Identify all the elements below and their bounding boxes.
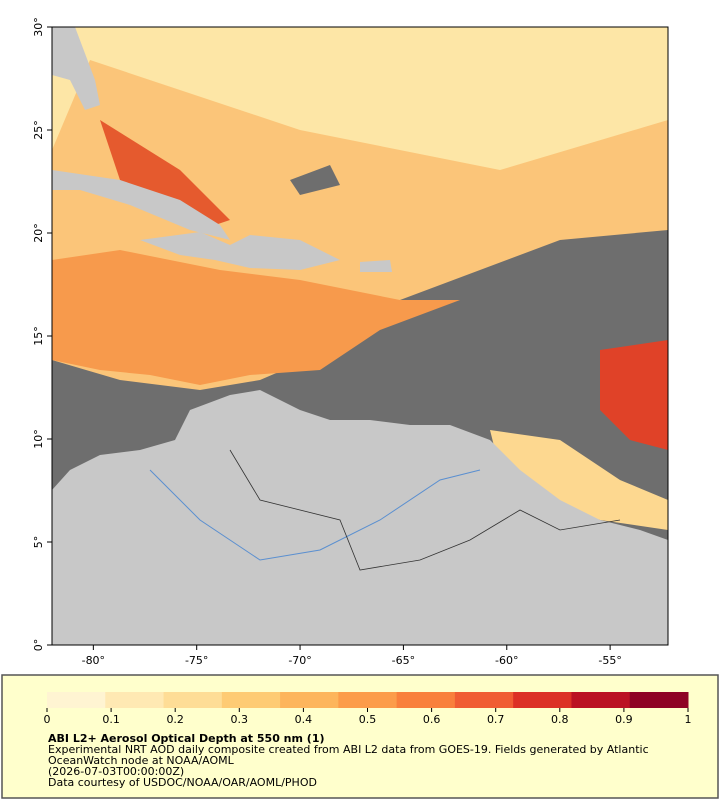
colorbar-tick-label: 0.9 xyxy=(615,713,633,726)
colorbar-segment xyxy=(47,692,106,708)
map-image xyxy=(52,27,668,645)
colorbar-tick-label: 0.1 xyxy=(102,713,120,726)
colorbar-segment xyxy=(338,692,398,708)
y-tick-label: 25° xyxy=(32,120,45,140)
colorbar-segment xyxy=(454,692,514,708)
x-tick-label: -65° xyxy=(392,654,415,667)
colorbar-tick-label: 0.4 xyxy=(295,713,313,726)
colorbar-segment xyxy=(571,692,631,708)
colorbar-segment xyxy=(629,692,689,708)
y-tick-label: 10° xyxy=(32,429,45,449)
x-tick-label: -80° xyxy=(82,654,105,667)
colorbar-segment xyxy=(396,692,456,708)
caption-line: Data courtesy of USDOC/NOAA/OAR/AOML/PHO… xyxy=(48,776,317,789)
caption-title: ABI L2+ Aerosol Optical Depth at 550 nm … xyxy=(48,732,325,745)
x-tick-label: -75° xyxy=(185,654,208,667)
y-tick-label: 15° xyxy=(32,326,45,346)
y-tick-label: 0° xyxy=(32,639,45,652)
colorbar-segment xyxy=(105,692,165,708)
colorbar-tick-label: 0.6 xyxy=(423,713,441,726)
x-tick-label: -60° xyxy=(495,654,518,667)
y-tick-label: 20° xyxy=(32,223,45,243)
colorbar-tick-label: 0 xyxy=(44,713,51,726)
colorbar-tick-label: 0.3 xyxy=(231,713,249,726)
colorbar-tick-label: 0.2 xyxy=(166,713,184,726)
colorbar-tick-label: 0.7 xyxy=(487,713,505,726)
caption-line: (2026-07-03T00:00:00Z) xyxy=(48,765,184,778)
caption-line: Experimental NRT AOD daily composite cre… xyxy=(48,743,649,756)
caption-line: OceanWatch node at NOAA/AOML xyxy=(48,754,235,767)
colorbar-tick-label: 1 xyxy=(685,713,692,726)
colorbar-tick-label: 0.8 xyxy=(551,713,569,726)
colorbar-segment xyxy=(513,692,572,708)
y-tick-label: 5° xyxy=(32,536,45,549)
x-tick-label: -70° xyxy=(288,654,311,667)
colorbar-segment xyxy=(280,692,339,708)
x-tick-label: -55° xyxy=(598,654,621,667)
colorbar-segment xyxy=(221,692,281,708)
colorbar-tick-label: 0.5 xyxy=(359,713,377,726)
y-tick-label: 30° xyxy=(32,17,45,37)
colorbar-segment xyxy=(163,692,223,708)
